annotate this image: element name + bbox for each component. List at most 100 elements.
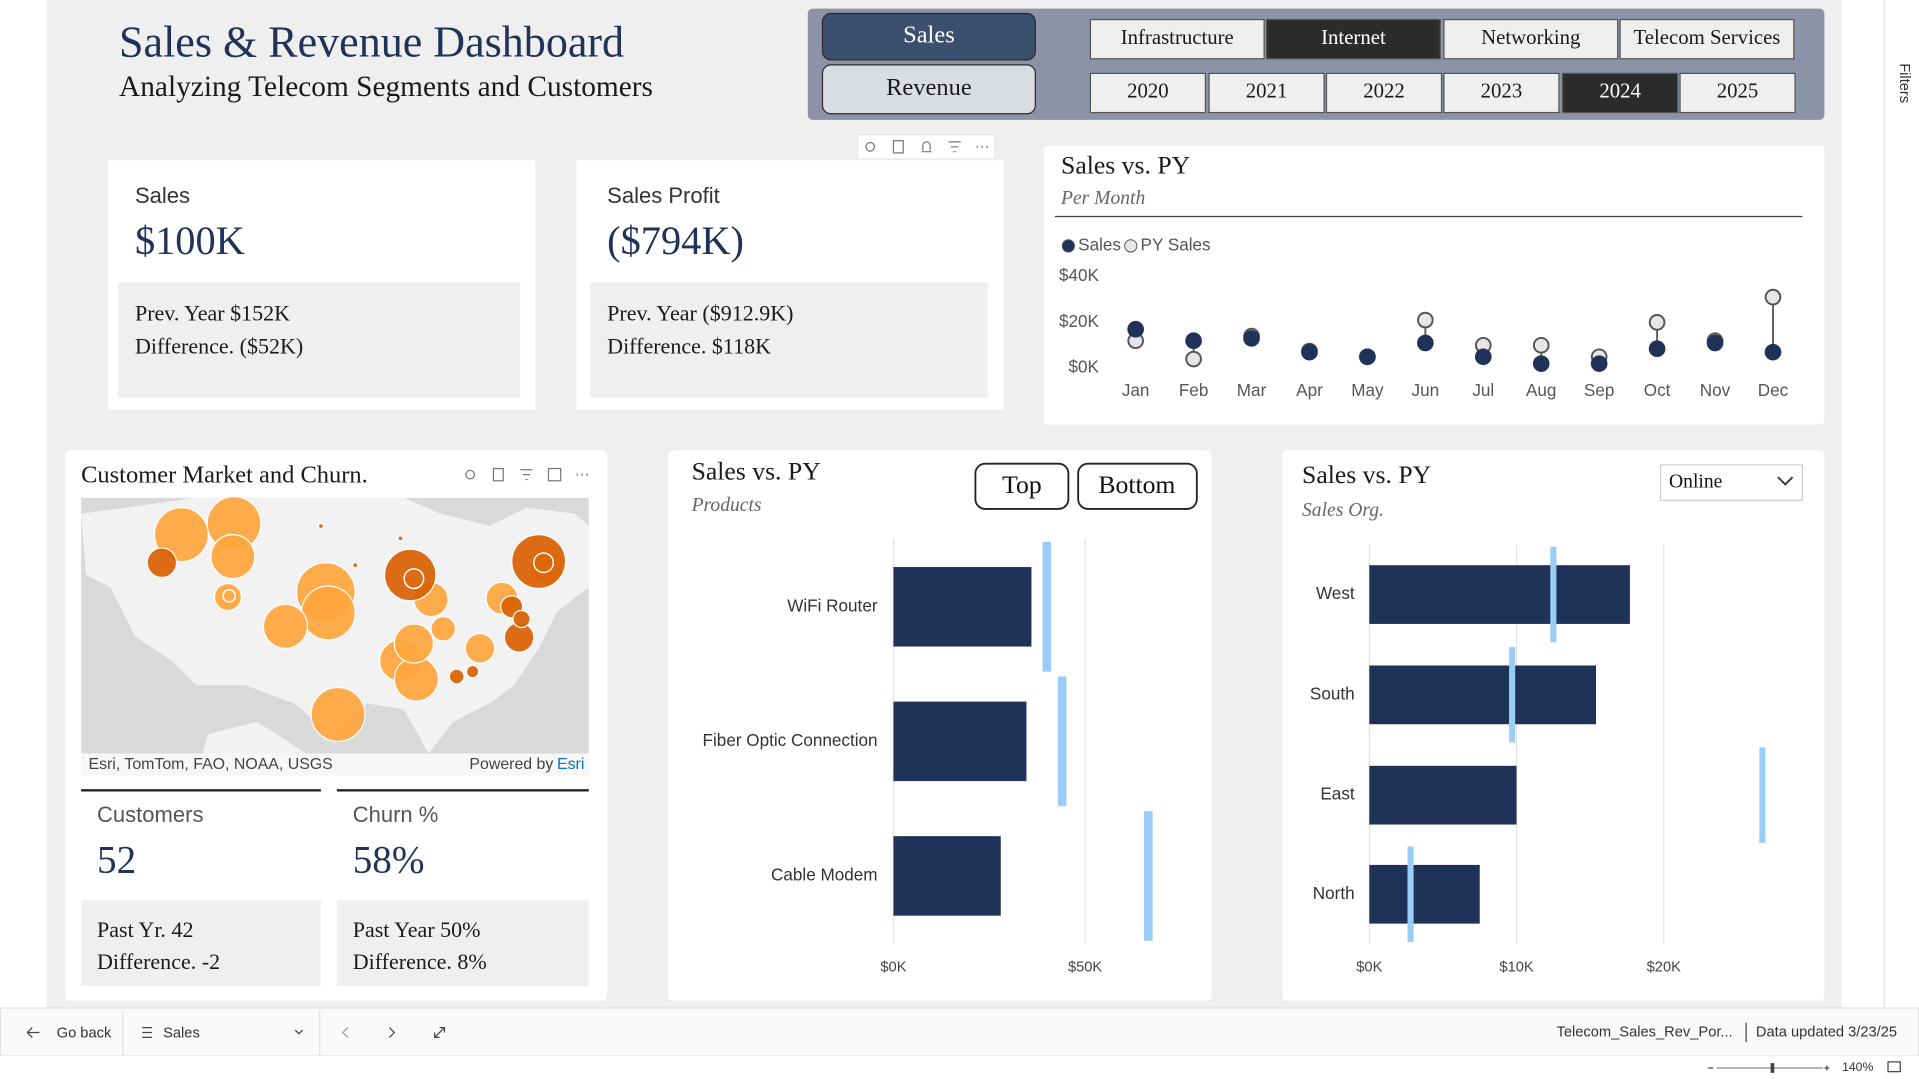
segment-button[interactable] xyxy=(1619,18,1795,60)
year-button[interactable] xyxy=(1089,72,1207,114)
filter-icon[interactable] xyxy=(948,141,961,153)
page-button[interactable] xyxy=(821,64,1036,115)
segment-button[interactable] xyxy=(1443,18,1619,60)
target-marker[interactable] xyxy=(1057,676,1067,807)
x-tick-label: Jan xyxy=(1122,381,1150,400)
toggle-button[interactable] xyxy=(974,462,1070,510)
kpi-detail-box xyxy=(117,282,521,398)
target-marker[interactable] xyxy=(1144,811,1153,941)
dumbbell-dot[interactable] xyxy=(1474,348,1492,366)
year-button[interactable] xyxy=(1325,72,1443,114)
bar[interactable] xyxy=(1369,565,1630,624)
bubble[interactable] xyxy=(352,562,359,569)
bubble[interactable] xyxy=(430,615,457,642)
back-icon[interactable] xyxy=(26,1027,40,1038)
toggle-button[interactable] xyxy=(1077,462,1198,510)
map-bubble-rings xyxy=(222,552,555,603)
kpi-prev: Prev. Year $152K xyxy=(135,301,290,326)
page-selector[interactable]: Sales xyxy=(163,1026,200,1042)
dumbbell-dot[interactable] xyxy=(1532,355,1550,372)
dumbbell-dot[interactable] xyxy=(1764,288,1782,306)
legend-label[interactable]: Sales xyxy=(1078,235,1121,254)
bubble[interactable] xyxy=(393,656,439,702)
bubble[interactable] xyxy=(213,582,243,612)
y-tick-label: $40K xyxy=(1059,266,1100,285)
segment-label: Infrastructure xyxy=(1121,26,1234,49)
year-button[interactable] xyxy=(1208,72,1325,114)
bar[interactable] xyxy=(893,567,1032,647)
filter-icon[interactable] xyxy=(520,469,533,481)
bubble[interactable] xyxy=(383,548,437,602)
toggle-label[interactable]: Bottom xyxy=(1098,470,1175,499)
segment-button[interactable] xyxy=(1089,18,1265,60)
dumbbell-dot[interactable] xyxy=(1243,330,1260,347)
bubble[interactable] xyxy=(448,668,465,685)
dumbbell-dot[interactable] xyxy=(1648,314,1666,331)
dumbbell-dot[interactable] xyxy=(1706,334,1724,352)
dumbbell-dot[interactable] xyxy=(1417,334,1434,352)
dumbbell-dot[interactable] xyxy=(1648,340,1666,358)
map[interactable] xyxy=(81,496,589,776)
bar[interactable] xyxy=(1369,864,1480,924)
legend-label[interactable]: PY Sales xyxy=(1141,235,1211,254)
zoom-thumb[interactable] xyxy=(1770,1063,1775,1073)
bar[interactable] xyxy=(893,701,1027,782)
zoom-buttons[interactable] xyxy=(1708,1065,1830,1071)
kpi-value: $100K xyxy=(135,218,245,263)
focus-icon[interactable] xyxy=(547,467,562,482)
fit-page-icon[interactable] xyxy=(1887,1061,1901,1073)
dumbbell-dot[interactable] xyxy=(1532,336,1550,354)
bubble[interactable] xyxy=(511,533,567,590)
bubble-ring xyxy=(222,588,237,603)
segment-button[interactable] xyxy=(1265,18,1441,60)
toggle-label[interactable]: Top xyxy=(1002,470,1042,499)
year-button[interactable] xyxy=(1679,72,1796,114)
dropdown[interactable] xyxy=(1659,464,1804,501)
fit-icon[interactable] xyxy=(434,1027,446,1039)
bubble[interactable] xyxy=(310,686,366,742)
filters-pane[interactable]: Filters xyxy=(1896,63,1912,103)
target-marker[interactable] xyxy=(1759,747,1766,843)
year-button[interactable] xyxy=(1562,72,1679,114)
bubble[interactable] xyxy=(153,507,209,563)
x-tick-label: Mar xyxy=(1237,381,1267,400)
bubble[interactable] xyxy=(300,585,356,641)
bubble[interactable] xyxy=(317,522,324,530)
year-button[interactable] xyxy=(1443,72,1560,114)
back-button[interactable]: Go back xyxy=(57,1026,112,1042)
target-marker[interactable] xyxy=(1042,541,1052,672)
dumbbell-dot[interactable] xyxy=(1301,343,1318,361)
bar[interactable] xyxy=(1369,665,1597,725)
bubble[interactable] xyxy=(465,664,480,679)
bubble[interactable] xyxy=(210,533,256,580)
dumbbell-dot[interactable] xyxy=(1127,320,1144,338)
dumbbell-dot[interactable] xyxy=(1764,343,1782,361)
target-marker[interactable] xyxy=(1550,546,1557,643)
bubble[interactable] xyxy=(512,609,531,629)
bubble[interactable] xyxy=(146,547,178,579)
dumbbell-dot[interactable] xyxy=(1185,332,1202,350)
pin-icon[interactable] xyxy=(865,141,876,152)
pin-icon[interactable] xyxy=(465,469,476,480)
bar[interactable] xyxy=(893,836,1001,916)
bell-icon[interactable] xyxy=(921,141,932,153)
bubble[interactable] xyxy=(397,535,404,542)
map-esri[interactable]: Esri xyxy=(557,756,584,773)
kpi-diff: Difference. ($52K) xyxy=(135,334,303,359)
target-marker[interactable] xyxy=(1509,647,1516,743)
prev-page[interactable] xyxy=(342,1027,349,1038)
bar[interactable] xyxy=(1369,765,1517,825)
dumbbell-dot[interactable] xyxy=(1590,355,1608,372)
bubble[interactable] xyxy=(262,603,309,649)
target-marker[interactable] xyxy=(1407,846,1414,942)
bubble[interactable] xyxy=(393,623,435,664)
dumbbell-dot[interactable] xyxy=(1359,348,1376,366)
next-page[interactable] xyxy=(388,1027,396,1038)
copy-icon[interactable] xyxy=(892,140,904,154)
page-chevron[interactable] xyxy=(294,1029,303,1035)
copy-icon[interactable] xyxy=(492,467,504,482)
page-button[interactable] xyxy=(821,12,1036,61)
bubble[interactable] xyxy=(464,633,496,664)
dumbbell-dot[interactable] xyxy=(1185,350,1202,368)
dumbbell-dot[interactable] xyxy=(1417,311,1434,329)
